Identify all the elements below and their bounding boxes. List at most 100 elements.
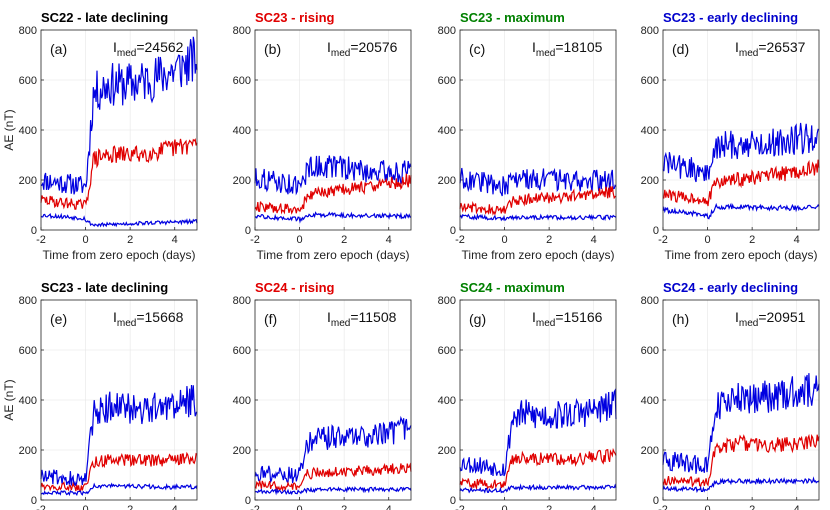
x-tick-label: 4 <box>794 504 800 510</box>
series-q1-line <box>40 212 198 228</box>
series-q1-line <box>40 482 198 497</box>
panel-title: SC24 - maximum <box>460 280 565 295</box>
x-tick-label: -2 <box>36 234 46 246</box>
series-q3-line <box>254 155 412 196</box>
x-tick-label: 0 <box>705 234 711 246</box>
plot-frame <box>40 299 198 501</box>
panel-title: SC23 - early declining <box>663 10 798 25</box>
series-q1-line <box>662 476 820 494</box>
series-median-line <box>662 433 820 488</box>
y-tick-label: 600 <box>19 75 37 87</box>
x-tick-label: 4 <box>386 504 392 510</box>
imed-annotation: Imed=26537 <box>735 39 806 59</box>
imed-annotation: Imed=20576 <box>327 39 398 59</box>
panel-e: SC23 - late declining0200400600800-2024T… <box>2 280 198 510</box>
x-tick-label: 2 <box>546 504 552 510</box>
imed-annotation: Imed=11508 <box>327 309 397 329</box>
y-tick-label: 600 <box>438 345 456 357</box>
series-q1-line <box>662 202 820 220</box>
series-q3-line <box>662 122 820 183</box>
series-q1-line <box>459 483 617 494</box>
y-tick-label: 600 <box>233 345 251 357</box>
imed-annotation: Imed=15668 <box>113 309 184 329</box>
x-axis-label: Time from zero epoch (days) <box>43 248 196 262</box>
y-tick-label: 200 <box>641 175 659 187</box>
x-tick-label: -2 <box>658 234 668 246</box>
x-tick-label: 0 <box>705 504 711 510</box>
y-tick-label: 0 <box>450 495 456 507</box>
y-tick-label: 400 <box>641 395 659 407</box>
plot-frame <box>40 29 198 231</box>
plot-frame <box>662 299 820 501</box>
x-tick-label: 2 <box>127 234 133 246</box>
panel-letter: (b) <box>264 41 281 57</box>
x-tick-label: 4 <box>172 504 178 510</box>
series-q1-line <box>254 486 412 496</box>
plot-frame <box>662 29 820 231</box>
series-median-line <box>40 138 198 210</box>
y-tick-label: 800 <box>19 295 37 307</box>
y-tick-label: 800 <box>233 25 251 37</box>
x-tick-label: 0 <box>297 234 303 246</box>
y-tick-label: 600 <box>641 345 659 357</box>
plot-frame <box>459 29 617 231</box>
y-tick-label: 0 <box>31 495 37 507</box>
y-tick-label: 400 <box>19 125 37 137</box>
x-tick-label: 4 <box>172 234 178 246</box>
y-tick-label: 800 <box>438 295 456 307</box>
plot-frame <box>459 299 617 501</box>
panel-letter: (a) <box>50 41 67 57</box>
x-tick-label: 0 <box>502 234 508 246</box>
series-median-line <box>254 462 412 492</box>
panel-title: SC24 - early declining <box>663 280 798 295</box>
x-tick-label: -2 <box>36 504 46 510</box>
imed-annotation: Imed=20951 <box>735 309 806 329</box>
x-tick-label: 0 <box>502 504 508 510</box>
series-q3-line <box>459 167 617 197</box>
x-axis-label: Time from zero epoch (days) <box>665 248 818 262</box>
y-axis-label: AE (nT) <box>2 109 16 150</box>
x-tick-label: -2 <box>455 504 465 510</box>
x-axis-label: Time from zero epoch (days) <box>462 248 615 262</box>
y-tick-label: 400 <box>438 395 456 407</box>
x-tick-label: -2 <box>250 504 260 510</box>
series-q3-line <box>40 384 198 487</box>
series-q3-line <box>40 36 198 195</box>
x-tick-label: 2 <box>749 234 755 246</box>
y-tick-label: 200 <box>19 445 37 457</box>
y-tick-label: 800 <box>233 295 251 307</box>
panel-letter: (g) <box>469 311 486 327</box>
panel-title: SC22 - late declining <box>41 10 168 25</box>
y-tick-label: 600 <box>19 345 37 357</box>
y-tick-label: 600 <box>438 75 456 87</box>
panel-title: SC24 - rising <box>255 280 335 295</box>
panel-title: SC23 - rising <box>255 10 335 25</box>
x-tick-label: -2 <box>455 234 465 246</box>
y-tick-label: 600 <box>233 75 251 87</box>
x-tick-label: 4 <box>591 504 597 510</box>
y-axis-label: AE (nT) <box>2 379 16 420</box>
x-tick-label: 2 <box>341 504 347 510</box>
panel-letter: (c) <box>469 41 485 57</box>
plot-frame <box>254 299 412 501</box>
y-tick-label: 800 <box>19 25 37 37</box>
x-tick-label: 0 <box>297 504 303 510</box>
series-q3-line <box>662 373 820 474</box>
y-tick-label: 600 <box>641 75 659 87</box>
y-tick-label: 400 <box>233 125 251 137</box>
x-tick-label: -2 <box>658 504 668 510</box>
y-tick-label: 0 <box>245 495 251 507</box>
series-median-line <box>459 447 617 491</box>
imed-annotation: Imed=18105 <box>532 39 603 59</box>
y-tick-label: 800 <box>641 25 659 37</box>
y-tick-label: 200 <box>641 445 659 457</box>
series-q3-line <box>459 388 617 477</box>
x-tick-label: 2 <box>749 504 755 510</box>
x-tick-label: 4 <box>386 234 392 246</box>
x-tick-label: 2 <box>341 234 347 246</box>
